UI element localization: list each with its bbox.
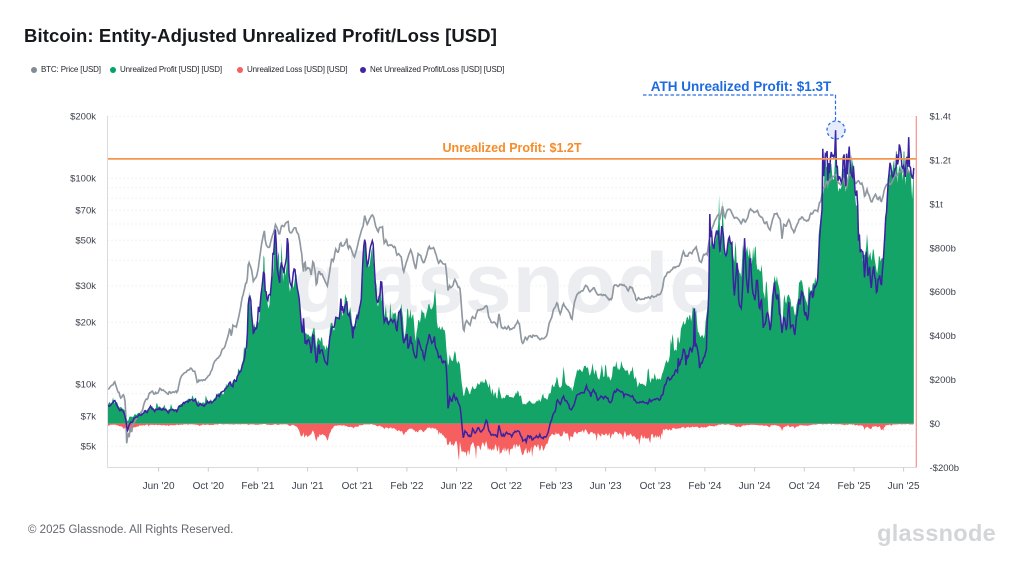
- svg-text:$20k: $20k: [75, 318, 96, 329]
- svg-text:$7k: $7k: [81, 411, 97, 422]
- svg-text:$0: $0: [930, 419, 941, 430]
- svg-text:Feb '25: Feb '25: [837, 481, 870, 492]
- svg-text:$10k: $10k: [75, 380, 96, 391]
- svg-text:-$200b: -$200b: [930, 463, 960, 474]
- svg-text:Feb '24: Feb '24: [688, 481, 721, 492]
- svg-text:Jun '24: Jun '24: [739, 481, 771, 492]
- svg-text:$30k: $30k: [75, 281, 96, 292]
- svg-text:Oct '21: Oct '21: [342, 481, 374, 492]
- svg-text:$1.4t: $1.4t: [930, 112, 951, 123]
- svg-text:Oct '20: Oct '20: [193, 481, 225, 492]
- svg-text:$1.2t: $1.2t: [930, 156, 951, 167]
- svg-text:Jun '25: Jun '25: [888, 481, 920, 492]
- svg-text:$5k: $5k: [81, 442, 97, 453]
- svg-text:$100k: $100k: [70, 174, 96, 185]
- svg-text:$400b: $400b: [930, 331, 956, 342]
- svg-text:Oct '22: Oct '22: [491, 481, 523, 492]
- svg-text:Feb '21: Feb '21: [241, 481, 274, 492]
- svg-text:$200k: $200k: [70, 112, 96, 123]
- svg-text:Feb '23: Feb '23: [539, 481, 572, 492]
- svg-text:$70k: $70k: [75, 206, 96, 217]
- svg-text:$600b: $600b: [930, 287, 956, 298]
- svg-text:Feb '22: Feb '22: [390, 481, 423, 492]
- svg-text:Jun '23: Jun '23: [590, 481, 622, 492]
- svg-text:Jun '21: Jun '21: [292, 481, 324, 492]
- svg-text:$800b: $800b: [930, 243, 956, 254]
- svg-text:Oct '24: Oct '24: [789, 481, 821, 492]
- svg-text:Oct '23: Oct '23: [640, 481, 672, 492]
- svg-text:Unrealized Profit: $1.2T: Unrealized Profit: $1.2T: [443, 141, 582, 155]
- svg-text:Jun '20: Jun '20: [143, 481, 175, 492]
- svg-text:ATH Unrealized Profit: $1.3T: ATH Unrealized Profit: $1.3T: [651, 79, 832, 94]
- svg-text:$200b: $200b: [930, 375, 956, 386]
- svg-text:Jun '22: Jun '22: [441, 481, 473, 492]
- svg-text:$1t: $1t: [930, 199, 944, 210]
- svg-text:$50k: $50k: [75, 236, 96, 247]
